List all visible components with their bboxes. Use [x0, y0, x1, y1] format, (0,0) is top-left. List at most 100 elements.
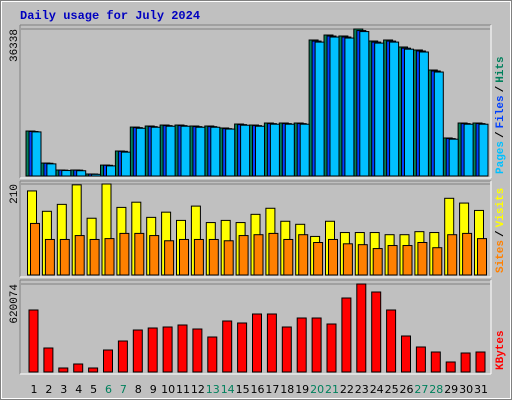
y-tick-label: 620074: [9, 284, 21, 324]
bar: [269, 123, 280, 177]
x-tick-label: 18: [280, 383, 294, 396]
bar: [344, 37, 355, 177]
bar: [430, 351, 441, 373]
x-tick-label: 8: [135, 383, 142, 396]
x-tick-label: 10: [161, 383, 175, 396]
bar: [164, 240, 175, 276]
bar: [61, 170, 72, 177]
x-tick-label: 26: [400, 383, 414, 396]
x-tick-label: 22: [340, 383, 354, 396]
bar: [326, 323, 337, 373]
bar: [208, 238, 219, 276]
bar: [134, 232, 145, 276]
y-tick-label: 210: [9, 184, 21, 204]
bar: [463, 123, 474, 177]
bar: [386, 309, 397, 373]
bar: [445, 361, 456, 373]
bar: [415, 346, 426, 373]
bar: [88, 367, 99, 373]
bar: [43, 347, 54, 373]
bar: [341, 297, 352, 373]
bar: [210, 126, 221, 177]
x-tick-label: 5: [90, 383, 97, 396]
bar: [313, 242, 324, 276]
legend-separator: /: [495, 85, 507, 92]
bar: [180, 125, 191, 177]
legend-separator: /: [495, 230, 507, 237]
bar: [59, 238, 70, 276]
bar: [311, 317, 322, 373]
bar: [389, 41, 400, 177]
y-tick-label: 36338: [9, 29, 21, 62]
x-tick-label: 7: [120, 383, 127, 396]
bar: [179, 238, 189, 276]
x-tick-label: 23: [355, 383, 369, 396]
bar: [103, 349, 113, 373]
bar: [106, 165, 116, 177]
bar: [401, 335, 411, 373]
x-tick-label: 4: [75, 383, 82, 396]
bar: [296, 317, 307, 373]
bar: [165, 125, 176, 177]
x-tick-label: 16: [251, 383, 265, 396]
bar: [238, 235, 249, 276]
bar: [460, 352, 471, 373]
bar: [193, 238, 204, 276]
bar: [58, 367, 69, 373]
bar: [76, 170, 87, 177]
bar: [266, 313, 277, 373]
legend-entry: Visits: [495, 188, 507, 228]
bar: [371, 291, 382, 373]
legend-separator: /: [495, 131, 507, 138]
legend-entry: Pages: [495, 141, 507, 174]
x-tick-label: 28: [429, 383, 443, 396]
bar: [192, 328, 203, 373]
x-tick-label: 12: [191, 383, 205, 396]
bar: [475, 351, 486, 373]
x-tick-label: 2: [45, 383, 52, 396]
x-tick-label: 20: [310, 383, 324, 396]
bar: [119, 232, 130, 276]
bar: [149, 235, 160, 276]
x-tick-label: 11: [176, 383, 190, 396]
bar: [432, 247, 443, 276]
legend-entry: KBytes: [495, 330, 507, 370]
bar: [448, 138, 459, 177]
bar: [314, 41, 325, 177]
bar: [237, 322, 248, 373]
bar: [89, 238, 100, 276]
legend: KBytes: [495, 330, 507, 370]
x-tick-label: 6: [105, 383, 112, 396]
bar: [417, 242, 428, 276]
x-tick-label: 3: [60, 383, 67, 396]
bar: [329, 36, 340, 177]
bar: [404, 48, 414, 177]
bar: [44, 238, 55, 276]
bar: [147, 327, 158, 373]
bar: [255, 125, 265, 177]
bar: [195, 126, 206, 177]
x-tick-label: 9: [150, 383, 157, 396]
bar: [447, 234, 458, 276]
bar: [222, 320, 233, 373]
bar: [374, 42, 385, 177]
bar: [284, 123, 295, 177]
bar: [223, 240, 234, 276]
bar: [283, 238, 294, 276]
x-tick-label: 30: [459, 383, 473, 396]
bar: [281, 326, 292, 373]
legend: Sites / Visits: [495, 188, 507, 273]
x-tick-label: 29: [444, 383, 458, 396]
x-tick-label: 31: [474, 383, 488, 396]
legend-entry: Files: [495, 95, 507, 128]
legend-entry: Sites: [495, 240, 507, 273]
bar: [387, 245, 398, 276]
x-tick-label: 17: [265, 383, 279, 396]
bar: [299, 123, 310, 177]
bar: [418, 51, 429, 177]
bar: [268, 232, 279, 276]
x-tick-label: 27: [414, 383, 428, 396]
x-tick-label: 13: [206, 383, 220, 396]
